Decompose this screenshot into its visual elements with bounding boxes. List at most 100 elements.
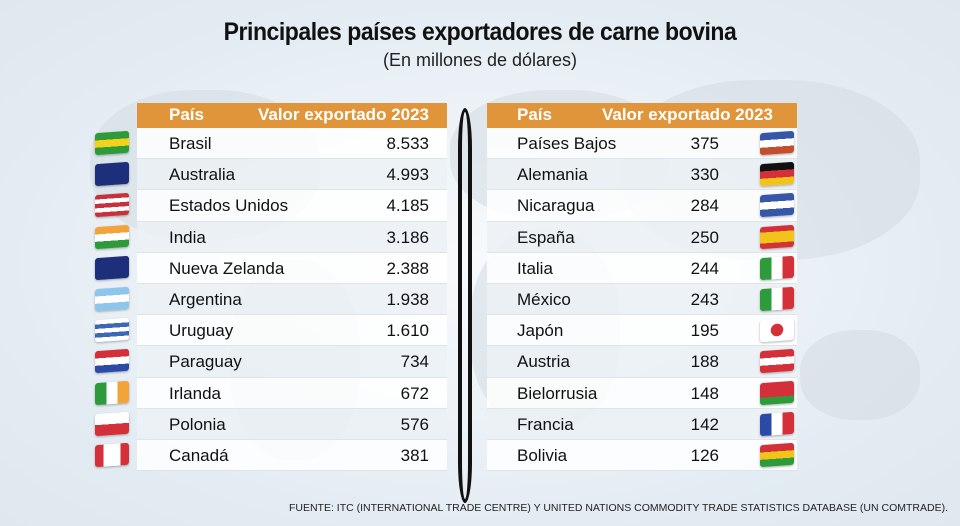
flag-icon: [760, 130, 794, 156]
country-name: Argentina: [169, 289, 242, 309]
export-value: 4.993: [386, 165, 429, 185]
header-value: Valor exportado 2023: [601, 105, 773, 124]
export-value: 1.938: [386, 289, 429, 309]
country-name: India: [169, 227, 206, 247]
table-row: Uruguay 1.610: [95, 315, 447, 347]
flag-icon: [95, 193, 129, 218]
country-name: Australia: [169, 165, 236, 185]
table-row: España 250: [487, 221, 797, 253]
country-name: Francia: [517, 414, 574, 434]
export-value: 381: [400, 445, 429, 465]
export-value: 375: [690, 134, 719, 153]
flag-icon: [95, 286, 129, 312]
country-name: Japón: [517, 321, 564, 341]
country-name: Estados Unidos: [169, 196, 289, 216]
table-row: Canadá 381: [95, 439, 447, 472]
export-value: 250: [690, 227, 719, 247]
flag-icon: [95, 130, 129, 156]
table-row: Argentina 1.938: [95, 283, 447, 316]
table-row: Países Bajos 375: [487, 128, 797, 160]
flag-icon: [760, 161, 794, 187]
flag-icon: [760, 349, 794, 374]
export-value: 195: [690, 321, 719, 341]
country-name: España: [517, 227, 575, 247]
source-note: FUENTE: ITC (INTERNATIONAL TRADE CENTRE)…: [288, 502, 948, 514]
export-value: 1.610: [386, 321, 429, 341]
table-header: País Valor exportado 2023: [137, 103, 447, 128]
header-value: Valor exportado 2023: [257, 105, 429, 124]
export-value: 330: [690, 165, 719, 185]
table-row: Polonia 576: [95, 408, 447, 440]
export-value: 126: [690, 445, 719, 465]
table-header: País Valor exportado 2023: [487, 103, 797, 128]
divider: [458, 108, 472, 503]
flag-icon: [95, 317, 129, 343]
export-value: 142: [690, 414, 719, 434]
flag-icon: [95, 442, 129, 468]
table-row: Australia 4.993: [95, 159, 447, 191]
flag-icon: [760, 286, 794, 312]
country-name: Nicaragua: [517, 196, 595, 216]
page-title: Principales países exportadores de carne…: [223, 18, 737, 46]
export-value: 8.533: [386, 134, 429, 153]
export-value: 672: [400, 383, 429, 403]
flag-icon: [95, 224, 129, 249]
table-row: Italia 244: [487, 252, 797, 284]
table-row: India 3.186: [95, 221, 447, 253]
subtitle: (En millones de dólares): [382, 50, 578, 70]
country-name: Brasil: [169, 134, 212, 153]
flag-icon: [760, 317, 794, 343]
flag-icon: [760, 380, 794, 405]
export-value: 734: [400, 352, 429, 372]
flag-icon: [95, 255, 129, 280]
table-row: Estados Unidos 4.185: [95, 190, 447, 222]
flag-icon: [760, 193, 794, 218]
table-row: Francia 142: [487, 408, 797, 440]
table-row: Austria 188: [487, 346, 797, 378]
header-country: País: [517, 105, 552, 124]
table-right: País Valor exportado 2023 Países Bajos 3…: [487, 103, 797, 472]
table-row: Bielorrusia 148: [487, 377, 797, 409]
export-value: 2.388: [386, 258, 429, 278]
table-row: Nicaragua 284: [487, 190, 797, 222]
header-country: País: [169, 105, 204, 124]
table-row: Alemania 330: [487, 159, 797, 191]
table-row: Brasil 8.533: [95, 128, 447, 160]
country-name: Austria: [517, 352, 570, 372]
table-row: México 243: [487, 283, 797, 316]
country-name: Polonia: [169, 414, 226, 434]
country-name: Bolivia: [517, 445, 568, 465]
flag-icon: [760, 411, 794, 436]
country-name: Irlanda: [169, 383, 221, 403]
export-value: 576: [400, 414, 429, 434]
country-name: Paraguay: [169, 352, 242, 372]
flag-icon: [95, 411, 129, 436]
flag-icon: [760, 255, 794, 280]
table-row: Paraguay 734: [95, 346, 447, 378]
flag-icon: [95, 349, 129, 374]
table-row: Bolivia 126: [487, 439, 797, 472]
export-value: 244: [690, 258, 719, 278]
country-name: Italia: [517, 258, 553, 278]
flag-icon: [95, 161, 129, 187]
table-row: Japón 195: [487, 315, 797, 347]
flag-icon: [95, 380, 129, 405]
country-name: Países Bajos: [517, 134, 617, 153]
table-row: Nueva Zelanda 2.388: [95, 252, 447, 284]
export-value: 243: [690, 289, 719, 309]
table-row: Irlanda 672: [95, 377, 447, 409]
export-value: 3.186: [386, 227, 429, 247]
country-name: Alemania: [517, 165, 588, 185]
flag-icon: [760, 442, 794, 468]
flag-icon: [760, 224, 794, 249]
country-name: Bielorrusia: [517, 383, 598, 403]
export-value: 284: [690, 196, 719, 216]
export-value: 188: [690, 352, 719, 372]
country-name: Canadá: [169, 445, 229, 465]
table-left: País Valor exportado 2023 Brasil 8.533 A…: [95, 103, 447, 472]
country-name: Nueva Zelanda: [169, 258, 285, 278]
country-name: Uruguay: [169, 321, 234, 341]
country-name: México: [517, 289, 571, 309]
export-value: 148: [690, 383, 719, 403]
export-value: 4.185: [386, 196, 429, 216]
